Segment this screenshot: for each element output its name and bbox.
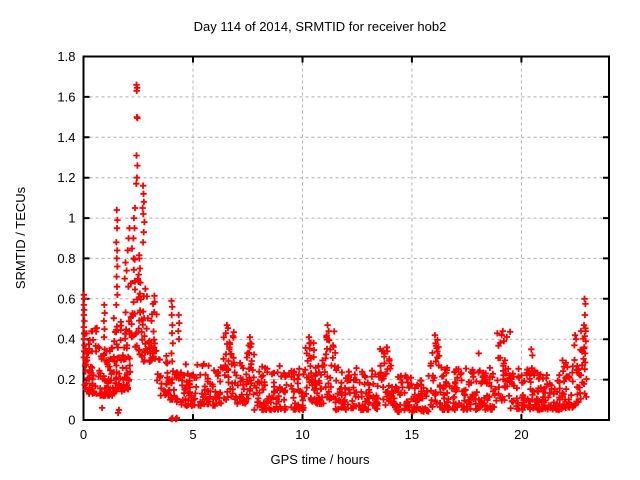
plot-border bbox=[82, 55, 610, 421]
x-tick-label: 0 bbox=[80, 427, 87, 442]
x-tick-label: 5 bbox=[189, 427, 196, 442]
x-tick-label: 10 bbox=[295, 427, 309, 442]
y-tick-label: 1.6 bbox=[57, 89, 75, 104]
y-tick-label: 0.2 bbox=[57, 372, 75, 387]
y-tick-label: 0.6 bbox=[57, 291, 75, 306]
grid-lines bbox=[83, 56, 609, 420]
y-tick-label: 0.8 bbox=[57, 251, 75, 266]
chart-title: Day 114 of 2014, SRMTID for receiver hob… bbox=[193, 19, 447, 34]
data-points bbox=[80, 81, 590, 423]
y-tick-label: 1.8 bbox=[57, 49, 75, 64]
y-tick-label: 1.4 bbox=[57, 130, 75, 145]
x-axis-title: GPS time / hours bbox=[270, 452, 370, 467]
y-tick-label: 0 bbox=[68, 413, 75, 428]
axis-ticks bbox=[82, 55, 609, 421]
y-tick-label: 1.2 bbox=[57, 170, 75, 185]
x-tick-label: 20 bbox=[514, 427, 528, 442]
y-tick-label: 0.4 bbox=[57, 332, 75, 347]
x-tick-label: 15 bbox=[405, 427, 419, 442]
y-tick-label: 1 bbox=[68, 211, 75, 226]
